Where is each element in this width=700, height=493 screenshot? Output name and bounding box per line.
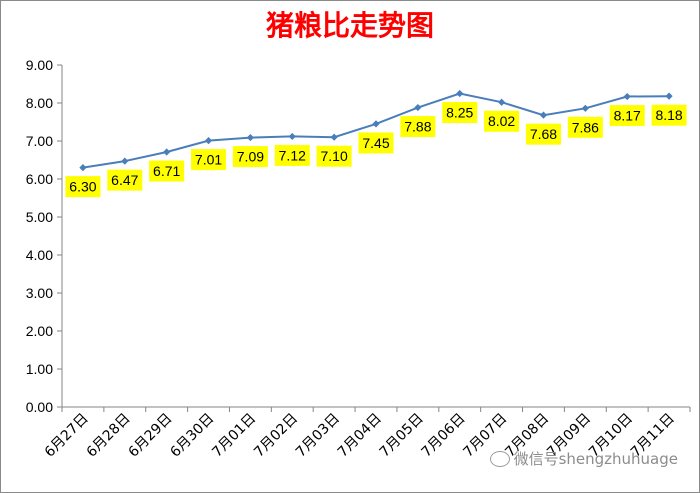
y-tick-label: 3.00 (26, 285, 53, 301)
data-label: 7.88 (404, 119, 431, 135)
data-label: 7.09 (237, 149, 264, 165)
data-point-marker (665, 92, 673, 100)
x-tick-label: 6月30日 (167, 411, 217, 461)
y-tick-label: 4.00 (26, 247, 53, 263)
data-label-box (651, 104, 687, 126)
data-label-box (525, 123, 561, 145)
data-label-box (609, 105, 645, 127)
data-point-marker (163, 148, 171, 156)
data-label-box (274, 144, 310, 166)
data-point-marker (539, 111, 548, 119)
y-tick-label: 2.00 (26, 323, 53, 339)
data-label: 7.12 (279, 147, 306, 163)
data-labels-group: 6.30 6.47 6.71 7.01 7.09 7.12 7.10 7.45 7.88 8.25… (65, 102, 687, 198)
data-point-marker (581, 104, 589, 112)
x-tick-label: 7月04日 (335, 411, 385, 461)
x-tick-label: 6月27日 (42, 411, 92, 461)
data-label: 8.02 (488, 113, 515, 129)
data-point-marker (623, 92, 631, 101)
data-label: 7.01 (195, 152, 222, 168)
x-tick-label: 6月29日 (125, 411, 175, 461)
data-label-box (484, 110, 520, 132)
x-tick-label: 7月01日 (209, 411, 259, 461)
x-tick-label: 7月06日 (419, 411, 469, 461)
y-tick-label: 7.00 (26, 133, 53, 149)
data-label-box (107, 169, 143, 191)
data-label-box (358, 132, 394, 154)
wechat-icon (489, 450, 510, 467)
data-label: 7.86 (572, 119, 599, 135)
series-line-group (79, 89, 673, 172)
data-label-box (567, 116, 603, 138)
y-tick-label: 8.00 (26, 95, 53, 111)
y-tick-label: 6.00 (26, 171, 53, 187)
data-label-box (442, 102, 478, 123)
data-label: 6.71 (153, 163, 180, 179)
data-point-marker (79, 164, 87, 172)
data-point-marker (498, 98, 506, 106)
x-tick-label: 6月28日 (84, 411, 134, 461)
data-point-marker (246, 133, 254, 142)
data-point-marker (330, 133, 338, 141)
y-tick-label: 5.00 (26, 209, 53, 225)
data-point-marker (288, 132, 296, 141)
data-label-box (232, 146, 268, 168)
data-label-box (316, 145, 352, 167)
data-label: 8.18 (655, 107, 682, 123)
data-label: 7.68 (530, 126, 557, 142)
x-tick-label: 7月05日 (377, 411, 427, 461)
data-label: 7.10 (321, 148, 348, 164)
data-label-box (149, 160, 185, 182)
data-point-marker (456, 89, 464, 98)
data-point-marker (204, 137, 213, 145)
data-label: 8.25 (446, 105, 473, 121)
watermark: 微信号shengzhuhuage (489, 448, 678, 469)
y-tick-label: 9.00 (26, 57, 53, 73)
data-point-marker (372, 120, 380, 128)
x-tick-label: 7月03日 (293, 411, 343, 461)
data-label-box (65, 176, 101, 198)
watermark-text: 微信号shengzhuhuage (513, 450, 678, 468)
data-label-box (191, 149, 227, 171)
y-tick-label: 0.00 (26, 399, 53, 415)
y-tick-label: 1.00 (26, 361, 53, 377)
data-label: 7.45 (362, 135, 389, 151)
data-point-marker (414, 103, 422, 112)
data-point-marker (121, 157, 129, 165)
chart-title: 猪粮比走势图 (265, 9, 434, 42)
data-label: 8.17 (614, 108, 641, 124)
data-label: 6.30 (69, 179, 96, 195)
x-tick-label: 7月02日 (251, 411, 301, 461)
data-label-box (400, 116, 436, 138)
data-label: 6.47 (111, 172, 138, 188)
